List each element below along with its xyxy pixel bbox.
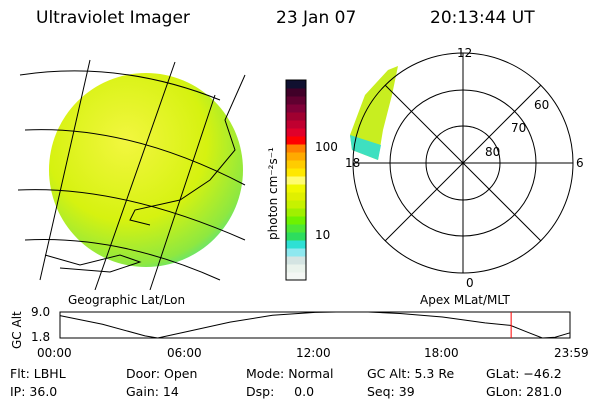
- dsp-info: Dsp: 0.0: [246, 384, 315, 399]
- x-tick-0600: 06:00: [167, 346, 202, 360]
- colorbar-segment: [286, 80, 306, 89]
- colorbar-segment: [286, 128, 306, 137]
- geographic-map: [17, 59, 246, 290]
- filter-info: Flt: LBHL: [10, 366, 66, 381]
- polar-label: Apex MLat/MLT: [420, 293, 510, 307]
- colorbar-segment: [286, 272, 306, 281]
- colorbar-segment: [286, 224, 306, 233]
- colorbar-segment: [286, 144, 306, 153]
- colorbar-segment: [286, 208, 306, 217]
- altitude-plot: [59, 311, 571, 339]
- colorbar-segment: [286, 112, 306, 121]
- colorbar-segment: [286, 152, 306, 161]
- colorbar-segment: [286, 248, 306, 257]
- y-tick-max: 9.0: [31, 305, 51, 319]
- mlt-label-6: 6: [576, 156, 584, 170]
- colorbar-segment: [286, 160, 306, 169]
- colorbar-segment: [286, 264, 306, 273]
- gain-info: Gain: 14: [126, 384, 179, 399]
- mlat-label-70: 70: [511, 121, 527, 135]
- colorbar-segment: [286, 200, 306, 209]
- earth-disc: [49, 73, 243, 267]
- colorbar-tick-10: 10: [315, 228, 331, 242]
- colorbar-segment: [286, 176, 306, 185]
- colorbar-segment: [286, 240, 306, 249]
- time-label: 20:13:44 UT: [430, 8, 535, 28]
- colorbar-segment: [286, 168, 306, 177]
- colorbar-segment: [286, 88, 306, 97]
- colorbar-segment: [286, 184, 306, 193]
- colorbar-segment: [286, 216, 306, 225]
- glon-info: GLon: 281.0: [486, 384, 562, 399]
- mlat-label-80: 80: [485, 145, 501, 159]
- colorbar-label: photon cm⁻²s⁻¹: [266, 147, 280, 240]
- x-tick-2359: 23:59: [554, 346, 589, 360]
- x-tick-0000: 00:00: [37, 346, 72, 360]
- colorbar: [285, 79, 307, 281]
- instrument-title: Ultraviolet Imager: [36, 8, 190, 28]
- mlt-label-12: 12: [457, 46, 473, 60]
- ip-info: IP: 36.0: [10, 384, 58, 399]
- colorbar-frame: [285, 79, 307, 281]
- lat-lon-grid: [17, 59, 246, 290]
- y-tick-min: 1.8: [31, 330, 51, 344]
- mlat-label-60: 60: [534, 98, 550, 112]
- colorbar-segment: [286, 120, 306, 129]
- gc-alt-info: GC Alt: 5.3 Re: [367, 366, 455, 381]
- colorbar-tick-100: 100: [315, 140, 338, 154]
- mlt-label-0: 0: [466, 276, 474, 290]
- x-tick-1200: 12:00: [296, 346, 331, 360]
- mlt-label-18: 18: [345, 156, 361, 170]
- glat-info: GLat: −46.2: [486, 366, 562, 381]
- seq-info: Seq: 39: [367, 384, 415, 399]
- colorbar-segment: [286, 96, 306, 105]
- colorbar-segment: [286, 192, 306, 201]
- altitude-line: [59, 311, 570, 339]
- map-label: Geographic Lat/Lon: [68, 293, 186, 307]
- polar-plot: [350, 52, 574, 274]
- auroral-oval-data: [350, 66, 398, 160]
- colorbar-segment: [286, 256, 306, 265]
- date-label: 23 Jan 07: [276, 8, 357, 28]
- colorbar-segment: [286, 136, 306, 145]
- door-info: Door: Open: [126, 366, 198, 381]
- y-axis-label: GC Alt: [10, 311, 24, 349]
- x-tick-1800: 18:00: [424, 346, 459, 360]
- colorbar-segment: [286, 104, 306, 113]
- colorbar-segment: [286, 232, 306, 241]
- mode-info: Mode: Normal: [246, 366, 334, 381]
